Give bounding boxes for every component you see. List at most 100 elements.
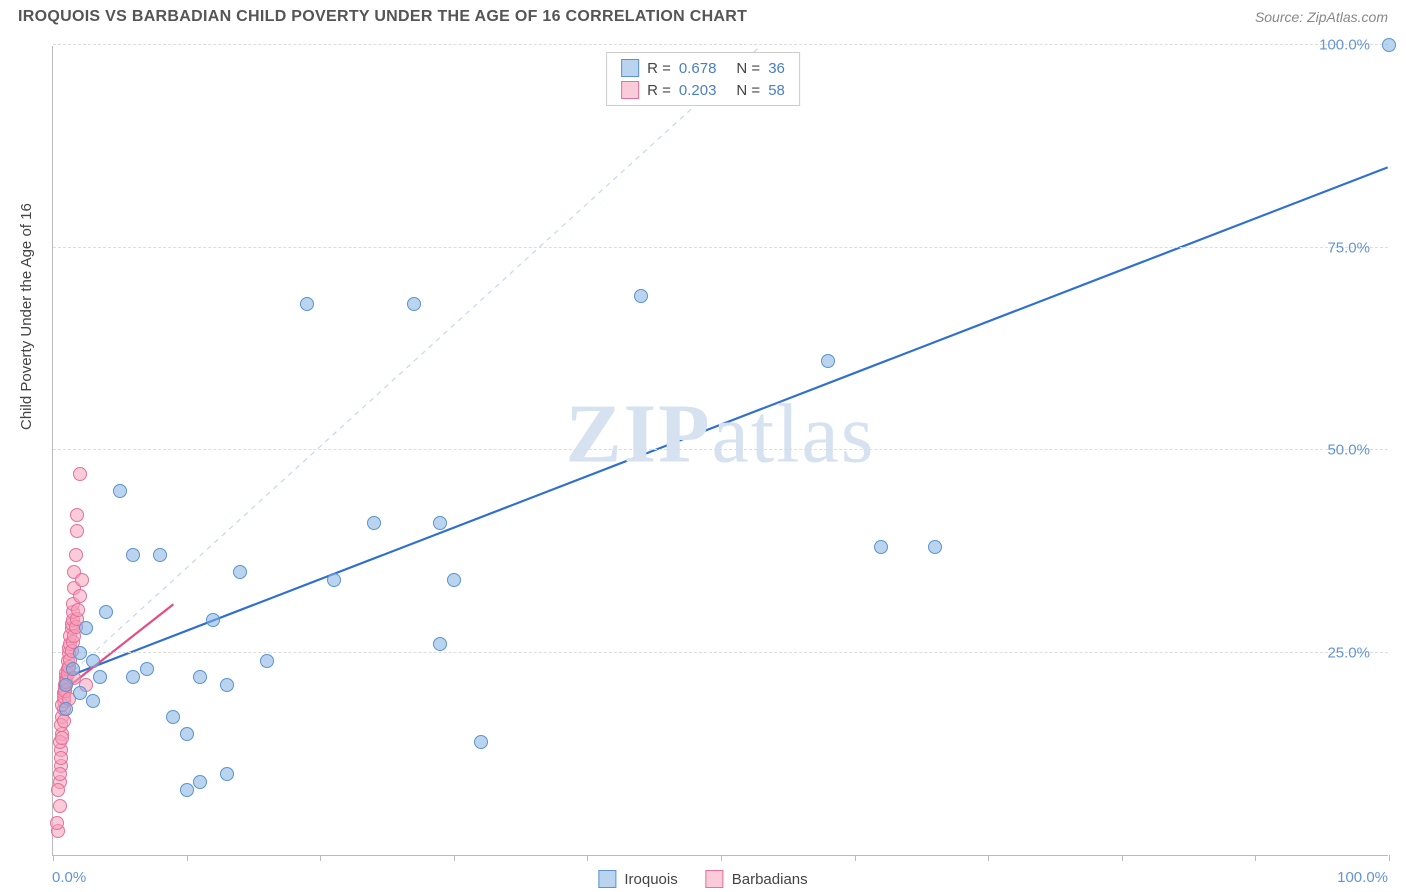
data-point bbox=[233, 565, 247, 579]
n-value-iroquois: 36 bbox=[768, 60, 785, 77]
legend-swatch-barbadians bbox=[621, 81, 639, 99]
legend-row-barbadians: R = 0.203 N = 58 bbox=[621, 79, 785, 101]
legend-row-iroquois: R = 0.678 N = 36 bbox=[621, 57, 785, 79]
y-tick-label: 75.0% bbox=[1327, 239, 1370, 256]
data-point bbox=[66, 662, 80, 676]
data-point bbox=[874, 540, 888, 554]
chart-title: IROQUOIS VS BARBADIAN CHILD POVERTY UNDE… bbox=[18, 8, 747, 26]
r-value-barbadians: 0.203 bbox=[679, 82, 717, 99]
n-value-barbadians: 58 bbox=[768, 82, 785, 99]
x-tick-label-min: 0.0% bbox=[52, 869, 86, 886]
data-point bbox=[206, 613, 220, 627]
x-tick bbox=[721, 855, 722, 861]
x-tick bbox=[53, 855, 54, 861]
data-point bbox=[474, 735, 488, 749]
data-point bbox=[59, 678, 73, 692]
data-point bbox=[180, 783, 194, 797]
chart-area: ZIPatlas 25.0%50.0%75.0%100.0% bbox=[52, 46, 1388, 856]
data-point bbox=[70, 508, 84, 522]
legend-swatch-iroquois bbox=[598, 870, 616, 888]
data-point bbox=[73, 467, 87, 481]
data-point bbox=[53, 767, 67, 781]
trend-line bbox=[67, 46, 761, 677]
gridline-h bbox=[53, 652, 1388, 653]
source-attribution: Source: ZipAtlas.com bbox=[1255, 9, 1388, 25]
series-legend: Iroquois Barbadians bbox=[598, 870, 807, 888]
data-point bbox=[93, 670, 107, 684]
y-tick-label: 50.0% bbox=[1327, 442, 1370, 459]
data-point bbox=[126, 670, 140, 684]
plot-area: ZIPatlas 25.0%50.0%75.0%100.0% bbox=[52, 46, 1388, 856]
data-point bbox=[73, 589, 87, 603]
legend-swatch-iroquois bbox=[621, 59, 639, 77]
data-point bbox=[71, 603, 85, 617]
gridline-h bbox=[53, 247, 1388, 248]
data-point bbox=[73, 646, 87, 660]
data-point bbox=[193, 775, 207, 789]
r-label: R = bbox=[647, 60, 671, 77]
data-point bbox=[153, 548, 167, 562]
y-tick-label: 25.0% bbox=[1327, 644, 1370, 661]
watermark: ZIPatlas bbox=[566, 386, 876, 483]
data-point bbox=[79, 621, 93, 635]
x-tick bbox=[187, 855, 188, 861]
data-point bbox=[327, 573, 341, 587]
data-point bbox=[86, 694, 100, 708]
data-point bbox=[367, 516, 381, 530]
x-tick bbox=[1389, 855, 1390, 861]
data-point bbox=[260, 654, 274, 668]
x-tick bbox=[587, 855, 588, 861]
n-label: N = bbox=[736, 60, 760, 77]
data-point bbox=[86, 654, 100, 668]
legend-item-barbadians: Barbadians bbox=[706, 870, 808, 888]
data-point bbox=[166, 710, 180, 724]
y-tick-label: 100.0% bbox=[1319, 37, 1370, 54]
legend-label-iroquois: Iroquois bbox=[624, 871, 677, 888]
data-point bbox=[69, 548, 83, 562]
x-tick bbox=[454, 855, 455, 861]
gridline-h bbox=[53, 44, 1388, 45]
data-point bbox=[193, 670, 207, 684]
correlation-legend: R = 0.678 N = 36 R = 0.203 N = 58 bbox=[606, 52, 800, 106]
x-tick-label-max: 100.0% bbox=[1337, 869, 1388, 886]
trend-lines-layer bbox=[53, 46, 1388, 855]
data-point bbox=[113, 484, 127, 498]
x-tick bbox=[988, 855, 989, 861]
x-tick bbox=[855, 855, 856, 861]
data-point bbox=[99, 605, 113, 619]
data-point bbox=[51, 783, 65, 797]
data-point bbox=[220, 767, 234, 781]
data-point bbox=[180, 727, 194, 741]
data-point bbox=[59, 702, 73, 716]
x-tick bbox=[1122, 855, 1123, 861]
data-point bbox=[407, 297, 421, 311]
data-point bbox=[53, 799, 67, 813]
trend-line bbox=[67, 167, 1388, 677]
x-tick bbox=[1255, 855, 1256, 861]
n-label: N = bbox=[736, 82, 760, 99]
legend-item-iroquois: Iroquois bbox=[598, 870, 677, 888]
data-point bbox=[75, 573, 89, 587]
data-point bbox=[220, 678, 234, 692]
data-point bbox=[140, 662, 154, 676]
data-point bbox=[447, 573, 461, 587]
gridline-h bbox=[53, 449, 1388, 450]
data-point bbox=[54, 751, 68, 765]
data-point bbox=[821, 354, 835, 368]
r-value-iroquois: 0.678 bbox=[679, 60, 717, 77]
data-point bbox=[70, 524, 84, 538]
r-label: R = bbox=[647, 82, 671, 99]
data-point bbox=[50, 816, 64, 830]
data-point bbox=[634, 289, 648, 303]
y-axis-label: Child Poverty Under the Age of 16 bbox=[18, 203, 35, 430]
data-point bbox=[928, 540, 942, 554]
data-point bbox=[433, 516, 447, 530]
legend-swatch-barbadians bbox=[706, 870, 724, 888]
data-point bbox=[57, 714, 71, 728]
data-point bbox=[126, 548, 140, 562]
data-point bbox=[1382, 38, 1396, 52]
data-point bbox=[55, 731, 69, 745]
x-tick bbox=[320, 855, 321, 861]
data-point bbox=[433, 637, 447, 651]
data-point bbox=[73, 686, 87, 700]
